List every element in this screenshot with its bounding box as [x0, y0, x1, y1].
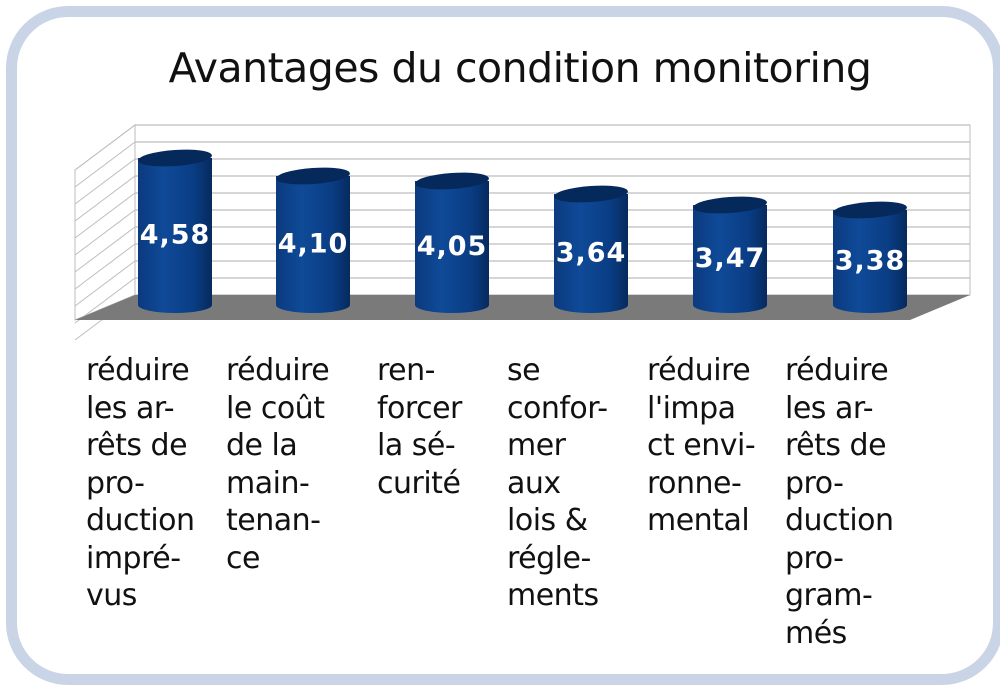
category-label-line: tenan- [226, 503, 321, 538]
bar-3: 3,64 [554, 185, 628, 313]
category-label: réduire le coût de la main-tenan-ce [226, 352, 356, 577]
bar-value-label: 3,38 [835, 246, 906, 277]
category-label-line: pro- [86, 465, 145, 501]
chart-title: Avantages du condition monitoring [168, 44, 872, 92]
category-label-line: lois & [507, 503, 588, 538]
category-label-line: l'impa [647, 390, 736, 426]
category-label-line: ronne- [647, 465, 742, 501]
category-label-line: réduire [226, 353, 330, 388]
category-label: réduire les ar-rêts de pro-duction impré-vu… [86, 352, 216, 615]
category-label-line: ren- [377, 353, 435, 388]
bar-1: 4,10 [276, 167, 350, 313]
category-label-line: impré- [86, 540, 181, 576]
bar-value-label: 4,58 [140, 220, 211, 251]
category-label-line: curité [377, 465, 461, 501]
category-label-line: confor- [507, 390, 608, 426]
category-label-line: duction [86, 503, 195, 538]
bar-5: 3,38 [833, 201, 907, 313]
category-label-line: de la [226, 428, 298, 463]
category-label-line: main- [226, 465, 310, 501]
category-label-line: pro- [785, 540, 844, 576]
category-label-line: se [507, 353, 541, 388]
bar-2: 4,05 [415, 172, 489, 313]
category-label: ren-forcer la sé-curité [377, 352, 507, 502]
category-label-line: més [785, 615, 847, 651]
category-label-line: rêts de [86, 428, 188, 463]
chart-frame [6, 6, 1000, 685]
category-label-line: gram- [785, 578, 873, 613]
category-label-line: réduire [647, 353, 751, 388]
category-label: réduire l'impa ct envi-ronne-mental [647, 352, 777, 540]
category-label-line: ce [226, 540, 260, 576]
category-labels: réduire les ar-rêts de pro-duction impré-vu… [0, 352, 1000, 652]
category-label: se confor-mer aux lois & régle-ments [507, 352, 637, 615]
bar-4: 3,47 [693, 196, 767, 313]
category-label-line: ments [507, 578, 599, 613]
bar-0: 4,58 [138, 149, 212, 313]
bar-value-label: 4,10 [278, 229, 349, 260]
category-label-line: mental [647, 503, 750, 538]
bar-value-label: 4,05 [417, 231, 488, 262]
category-label-line: le coût [226, 390, 325, 426]
category-label: réduire les ar-rêts de pro-duction pro-gram… [785, 352, 915, 652]
category-label-line: pro- [785, 465, 844, 501]
category-label-line: aux [507, 465, 561, 501]
category-label-line: forcer [377, 390, 462, 426]
category-label-line: la sé- [377, 428, 456, 463]
chart-bars: 4,58 4,10 4,05 3,64 3,47 3,38 [138, 149, 907, 313]
category-label-line: ct envi- [647, 428, 756, 463]
bar-value-label: 3,64 [556, 238, 627, 269]
category-label-line: mer [507, 428, 566, 463]
category-label-line: vus [86, 578, 137, 613]
category-label-line: les ar- [785, 390, 874, 426]
category-label-line: les ar- [86, 390, 175, 426]
category-label-line: régle- [507, 540, 591, 576]
category-label-line: duction [785, 503, 894, 538]
category-label-line: réduire [785, 353, 889, 388]
chart-walls [74, 124, 971, 341]
category-label-line: réduire [86, 353, 190, 388]
category-label-line: rêts de [785, 428, 887, 463]
bar-value-label: 3,47 [695, 243, 766, 274]
